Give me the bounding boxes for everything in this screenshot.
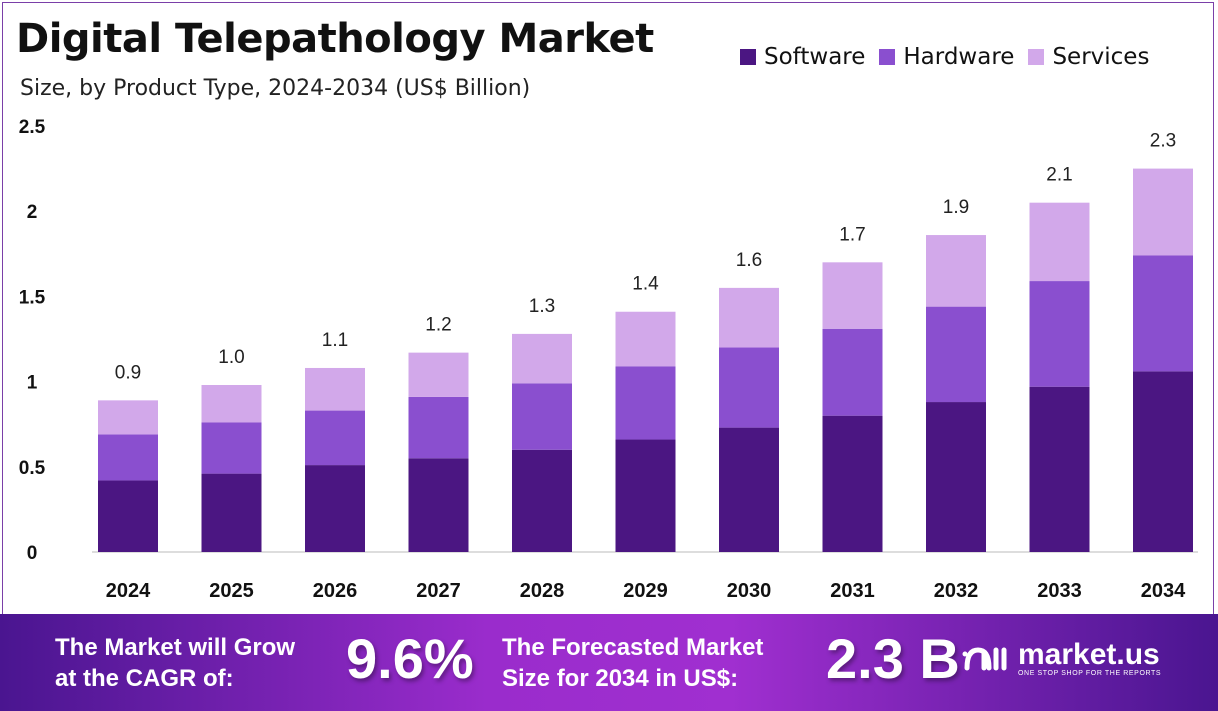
bar-segment-services-2029 bbox=[615, 311, 676, 367]
legend-label-services: Services bbox=[1052, 44, 1150, 70]
bar-segment-hardware-2025 bbox=[201, 422, 262, 474]
cagr-caption-line2: at the CAGR of: bbox=[55, 665, 234, 692]
bar-segment-software-2028 bbox=[512, 449, 572, 552]
bar-segment-software-2025 bbox=[201, 473, 262, 552]
bar-segment-services-2034 bbox=[1133, 168, 1193, 256]
bar-segment-software-2030 bbox=[719, 427, 779, 552]
forecast-caption: The Forecasted Market Size for 2034 in US… bbox=[502, 632, 763, 694]
forecast-caption-line1: The Forecasted Market bbox=[502, 634, 764, 661]
total-label-2030: 1.6 bbox=[736, 250, 762, 271]
bar-segment-hardware-2026 bbox=[305, 410, 365, 466]
bar-segment-software-2029 bbox=[615, 439, 676, 552]
bar-segment-hardware-2030 bbox=[719, 347, 779, 428]
x-tick-label: 2033 bbox=[1037, 580, 1082, 602]
x-tick-label: 2024 bbox=[106, 580, 151, 602]
logo-name: market.us bbox=[1018, 638, 1160, 671]
cagr-caption: The Market will Grow at the CAGR of: bbox=[55, 632, 295, 694]
x-tick-label: 2028 bbox=[520, 580, 565, 602]
bar-segment-services-2026 bbox=[305, 367, 365, 411]
bar-segment-software-2033 bbox=[1029, 386, 1090, 552]
x-tick-label: 2031 bbox=[830, 580, 875, 602]
cagr-caption-line1: The Market will Grow bbox=[55, 634, 296, 661]
bar-segment-hardware-2034 bbox=[1133, 255, 1193, 372]
chart-subtitle: Size, by Product Type, 2024-2034 (US$ Bi… bbox=[20, 76, 531, 101]
bar-segment-software-2034 bbox=[1133, 371, 1193, 552]
bar-segment-software-2031 bbox=[822, 415, 883, 552]
logo-icon bbox=[962, 646, 1007, 670]
y-tick-label: 1.5 bbox=[19, 287, 46, 308]
x-tick-label: 2025 bbox=[209, 580, 254, 602]
forecast-caption-line2: Size for 2034 in US$: bbox=[502, 665, 739, 692]
y-tick-label: 2 bbox=[27, 202, 38, 223]
bar-segment-services-2031 bbox=[822, 262, 883, 329]
bar-segment-hardware-2024 bbox=[98, 434, 158, 481]
y-tick-label: 2.5 bbox=[19, 117, 46, 138]
bar-segment-services-2033 bbox=[1029, 202, 1090, 282]
bar-segment-hardware-2032 bbox=[926, 306, 986, 403]
forecast-value: 2.3 B bbox=[826, 627, 960, 690]
bar-segment-software-2027 bbox=[408, 458, 469, 552]
chart-title: Digital Telepathology Market bbox=[16, 16, 654, 62]
total-label-2031: 1.7 bbox=[839, 224, 865, 245]
y-tick-label: 0 bbox=[27, 543, 38, 564]
legend-item-software: Software bbox=[740, 44, 865, 70]
bar-segment-services-2027 bbox=[408, 352, 469, 397]
bar-segment-services-2024 bbox=[98, 400, 158, 435]
x-tick-label: 2026 bbox=[313, 580, 358, 602]
chart-frame bbox=[2, 2, 1214, 614]
legend-item-services: Services bbox=[1028, 44, 1149, 70]
x-tick-label: 2029 bbox=[623, 580, 668, 602]
total-label-2029: 1.4 bbox=[632, 274, 659, 295]
bar-segment-software-2026 bbox=[305, 465, 365, 552]
legend-swatch-hardware bbox=[879, 49, 896, 65]
bar-segment-software-2032 bbox=[926, 402, 986, 552]
legend-label-software: Software bbox=[764, 44, 866, 70]
bar-segment-hardware-2028 bbox=[512, 383, 572, 450]
y-tick-label: 1 bbox=[27, 373, 38, 394]
total-label-2025: 1.0 bbox=[218, 347, 244, 368]
bar-segment-services-2030 bbox=[719, 287, 779, 348]
total-label-2026: 1.1 bbox=[322, 330, 348, 351]
legend: Software Hardware Services bbox=[740, 44, 1149, 70]
total-label-2032: 1.9 bbox=[943, 197, 969, 218]
x-tick-label: 2027 bbox=[416, 580, 461, 602]
bar-segment-services-2025 bbox=[201, 385, 262, 423]
legend-item-hardware: Hardware bbox=[879, 44, 1014, 70]
summary-banner: The Market will Grow at the CAGR of: 9.6%… bbox=[0, 614, 1218, 711]
x-tick-label: 2032 bbox=[934, 580, 979, 602]
plot-area: 0 0.5 1 1.5 2 2.5 0.9 2024 1.0 2025 1.1 2026 1.2 2027… bbox=[19, 117, 1198, 602]
bar-segment-software-2024 bbox=[98, 480, 158, 552]
total-label-2034: 2.3 bbox=[1150, 131, 1176, 152]
total-label-2028: 1.3 bbox=[529, 296, 555, 317]
total-label-2027: 1.2 bbox=[425, 315, 451, 336]
bar-segment-hardware-2029 bbox=[615, 366, 676, 440]
x-tick-label: 2030 bbox=[727, 580, 772, 602]
legend-swatch-software bbox=[740, 49, 756, 65]
total-label-2033: 2.1 bbox=[1046, 165, 1072, 186]
bar-segment-hardware-2033 bbox=[1029, 281, 1090, 387]
legend-label-hardware: Hardware bbox=[903, 44, 1015, 70]
x-tick-label: 2034 bbox=[1141, 580, 1186, 602]
market-us-logo: market.us ONE STOP SHOP FOR THE REPORTS bbox=[962, 640, 1161, 677]
bar-segment-hardware-2027 bbox=[408, 396, 469, 459]
y-tick-label: 0.5 bbox=[19, 458, 46, 479]
legend-swatch-services bbox=[1028, 49, 1045, 65]
cagr-value: 9.6% bbox=[346, 627, 474, 690]
total-label-2024: 0.9 bbox=[115, 362, 141, 383]
bar-segment-hardware-2031 bbox=[822, 328, 883, 416]
bar-segment-services-2032 bbox=[926, 235, 986, 307]
bar-segment-services-2028 bbox=[512, 333, 572, 384]
logo-tagline: ONE STOP SHOP FOR THE REPORTS bbox=[1018, 670, 1162, 677]
